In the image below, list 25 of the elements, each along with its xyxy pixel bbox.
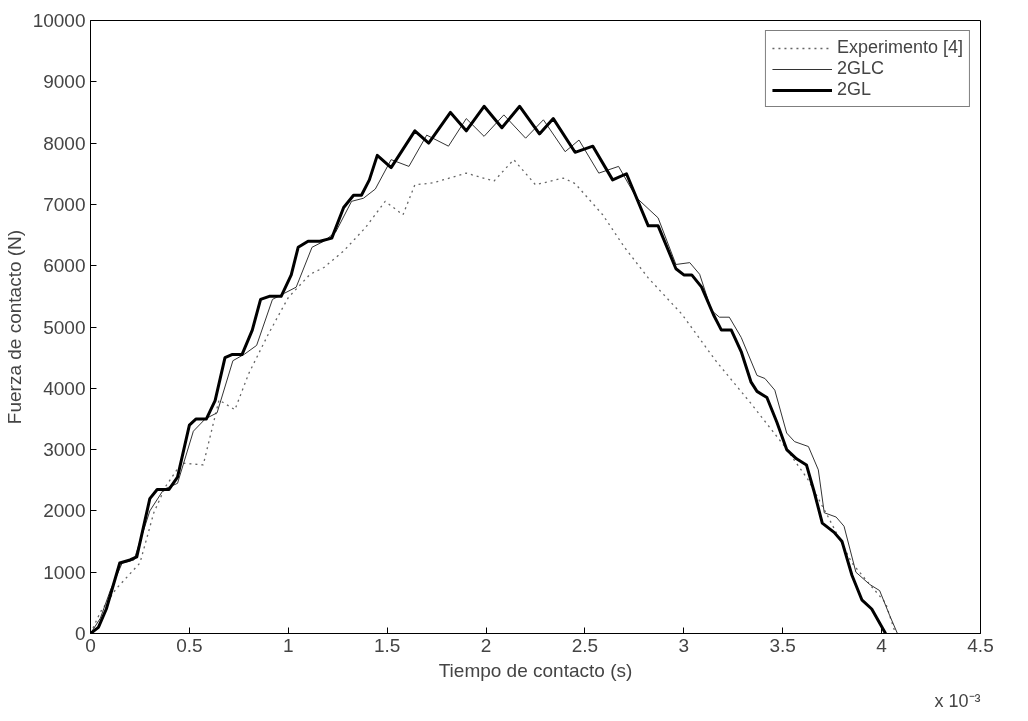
- y-tick-label: 7000: [43, 193, 86, 215]
- y-tick-label: 9000: [43, 71, 86, 93]
- y-axis-title: Fuerza de contacto (N): [3, 229, 25, 425]
- y-tick-label: 8000: [43, 132, 86, 154]
- x-tick-label: 2.5: [571, 634, 599, 656]
- legend-label: Experimento [4]: [836, 37, 963, 58]
- text: x 10⁻³: [934, 690, 981, 711]
- x-tick-label: 1: [282, 634, 294, 656]
- x-tick-label: 0.5: [176, 634, 203, 656]
- y-tick-label: 1000: [43, 561, 86, 583]
- x-tick-label: 4: [876, 634, 888, 656]
- x-tick-label: 4.5: [967, 634, 994, 656]
- y-tick-label: 10000: [32, 10, 86, 31]
- y-tick-label: 6000: [43, 255, 86, 277]
- x-axis-title: Tiempo de contacto (s): [438, 659, 633, 681]
- y-tick-label: 4000: [43, 377, 86, 399]
- x-tick-label: 1.5: [373, 634, 401, 656]
- y-tick-label: 5000: [43, 316, 86, 338]
- y-tick-label: 2000: [43, 500, 86, 522]
- x-tick-label: 2: [480, 634, 492, 656]
- x-tick-label: 3: [678, 634, 690, 656]
- y-tick-label: 3000: [43, 439, 86, 461]
- legend-label: 2GL: [836, 79, 871, 100]
- x-tick-label: 3.5: [769, 634, 796, 656]
- legend-label: 2GLC: [836, 58, 884, 79]
